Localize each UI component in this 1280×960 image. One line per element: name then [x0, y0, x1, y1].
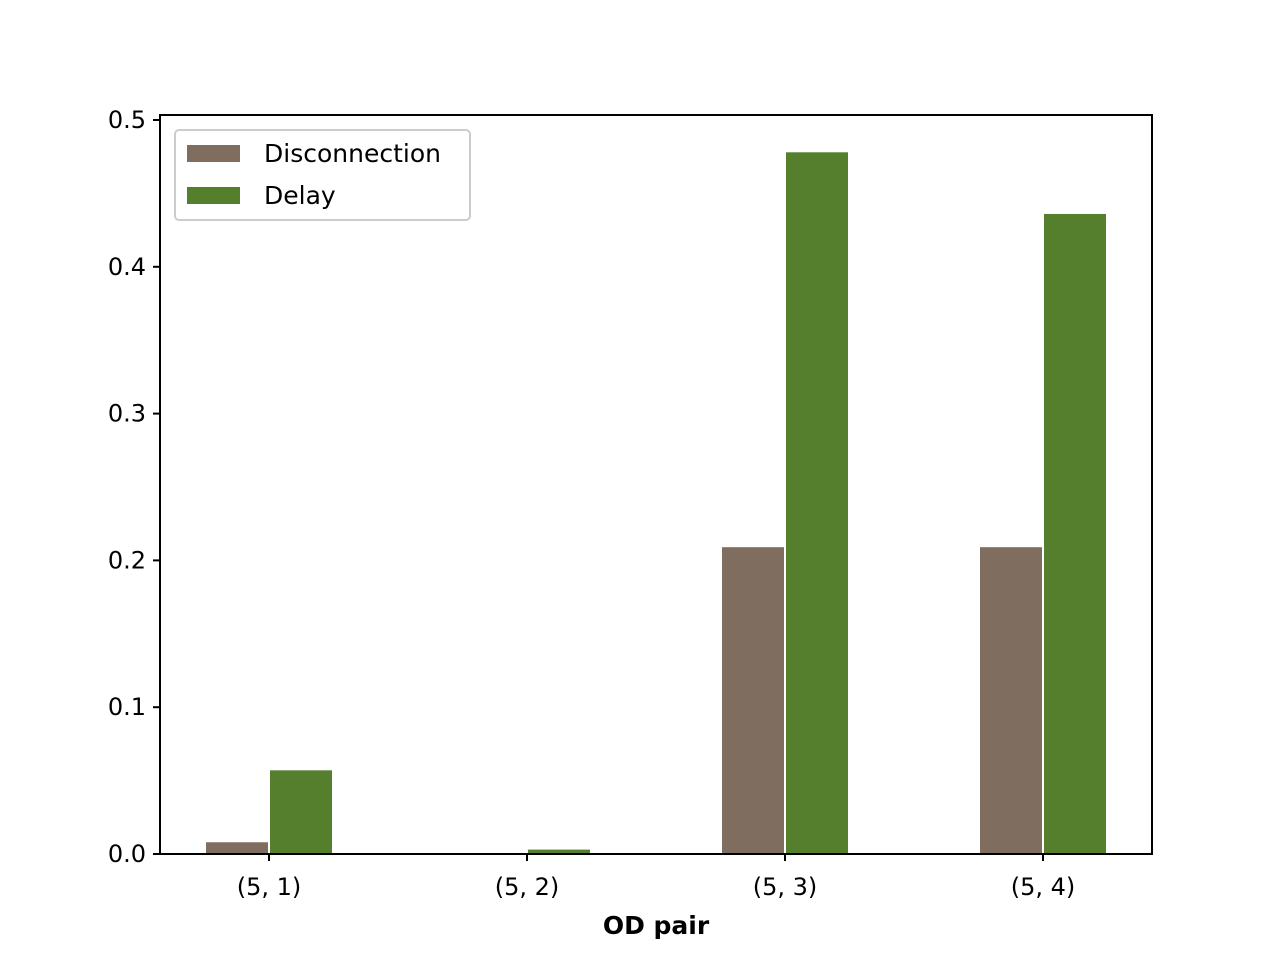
y-tick-label: 0.2 — [108, 546, 146, 574]
plot-frame — [159, 114, 1153, 855]
bar-disconnection-4 — [980, 547, 1042, 854]
x-tick-label: (5, 4) — [1011, 873, 1076, 901]
y-tick-label: 0.4 — [108, 253, 146, 281]
bar-delay-2 — [528, 849, 590, 854]
y-tick-label: 0.3 — [108, 400, 146, 428]
bars-layer — [206, 152, 1106, 854]
bar-disconnection-1 — [206, 842, 268, 854]
bar-delay-1 — [270, 770, 332, 854]
legend-label-delay: Delay — [264, 181, 336, 210]
bar-disconnection-3 — [722, 547, 784, 854]
bar-delay-4 — [1044, 213, 1106, 854]
y-tick-label: 0.0 — [108, 840, 146, 868]
x-tick-label: (5, 1) — [237, 873, 302, 901]
x-tick-label: (5, 3) — [753, 873, 818, 901]
legend-label-disconnection: Disconnection — [264, 139, 441, 168]
x-tick-label: (5, 2) — [495, 873, 560, 901]
legend: Disconnection Delay — [174, 129, 471, 221]
x-axis-title: OD pair — [603, 911, 710, 940]
y-tick-label: 0.5 — [108, 106, 146, 134]
legend-box — [174, 129, 471, 221]
legend-items: Disconnection Delay — [187, 139, 441, 210]
legend-swatch-disconnection — [187, 145, 240, 162]
bar-delay-3 — [786, 152, 848, 854]
ticks-layer: 0.0 0.1 0.2 0.3 0.4 0.5 (5, 1) (5, 2) (5, 3) (5, … — [108, 106, 1075, 901]
y-tick-label: 0.1 — [108, 693, 146, 721]
legend-swatch-delay — [187, 187, 240, 204]
